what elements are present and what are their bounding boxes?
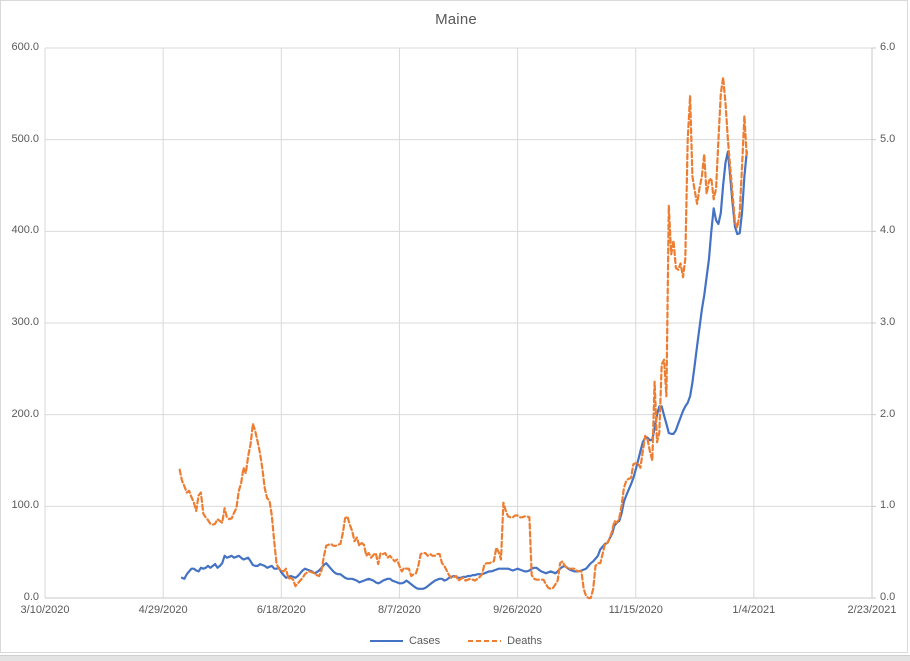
y-right-tick-label[interactable]: 0.0 bbox=[880, 591, 896, 603]
y-right-tick-label[interactable]: 5.0 bbox=[880, 132, 896, 145]
chart-title[interactable]: Maine bbox=[435, 11, 477, 28]
y-right-tick-label[interactable]: 3.0 bbox=[880, 316, 896, 328]
y-right-tick-label[interactable]: 4.0 bbox=[880, 224, 896, 237]
legend: Cases Deaths bbox=[1, 635, 910, 647]
x-tick-label[interactable]: 8/7/2020 bbox=[378, 604, 421, 616]
window-bottom-strip bbox=[0, 655, 910, 661]
x-tick-label[interactable]: 1/4/2021 bbox=[732, 604, 776, 616]
x-tick-label[interactable]: 9/26/2020 bbox=[493, 604, 543, 616]
y-left-tick-label[interactable]: 500.0 bbox=[11, 132, 39, 145]
cases-line-swatch bbox=[369, 640, 403, 642]
x-tick-label[interactable]: 6/18/2020 bbox=[256, 604, 306, 616]
y-right-tick-label[interactable]: 1.0 bbox=[880, 499, 896, 512]
x-tick-label[interactable]: 4/29/2020 bbox=[138, 604, 188, 616]
y-left-tick-label[interactable]: 300.0 bbox=[11, 316, 39, 328]
y-left-tick-label[interactable]: 400.0 bbox=[11, 224, 39, 237]
y-right-tick-label[interactable]: 6.0 bbox=[880, 41, 896, 53]
legend-label-deaths: Deaths bbox=[507, 635, 543, 647]
legend-item-deaths[interactable]: Deaths bbox=[468, 635, 542, 647]
legend-item-cases[interactable]: Cases bbox=[369, 635, 441, 647]
y-left-tick-label[interactable]: 0.0 bbox=[23, 591, 39, 603]
x-tick-label[interactable]: 3/10/2020 bbox=[20, 604, 70, 616]
y-right-tick-label[interactable]: 2.0 bbox=[880, 407, 896, 420]
x-tick-label[interactable]: 11/15/2020 bbox=[608, 604, 663, 616]
y-left-tick-label[interactable]: 100.0 bbox=[11, 499, 39, 512]
deaths-line-swatch bbox=[468, 640, 502, 642]
y-left-tick-label[interactable]: 200.0 bbox=[11, 407, 39, 420]
y-left-tick-label[interactable]: 600.0 bbox=[11, 41, 39, 53]
legend-label-cases: Cases bbox=[408, 635, 441, 647]
x-tick-label[interactable]: 2/23/2021 bbox=[847, 604, 897, 616]
deaths-line[interactable] bbox=[178, 76, 748, 600]
